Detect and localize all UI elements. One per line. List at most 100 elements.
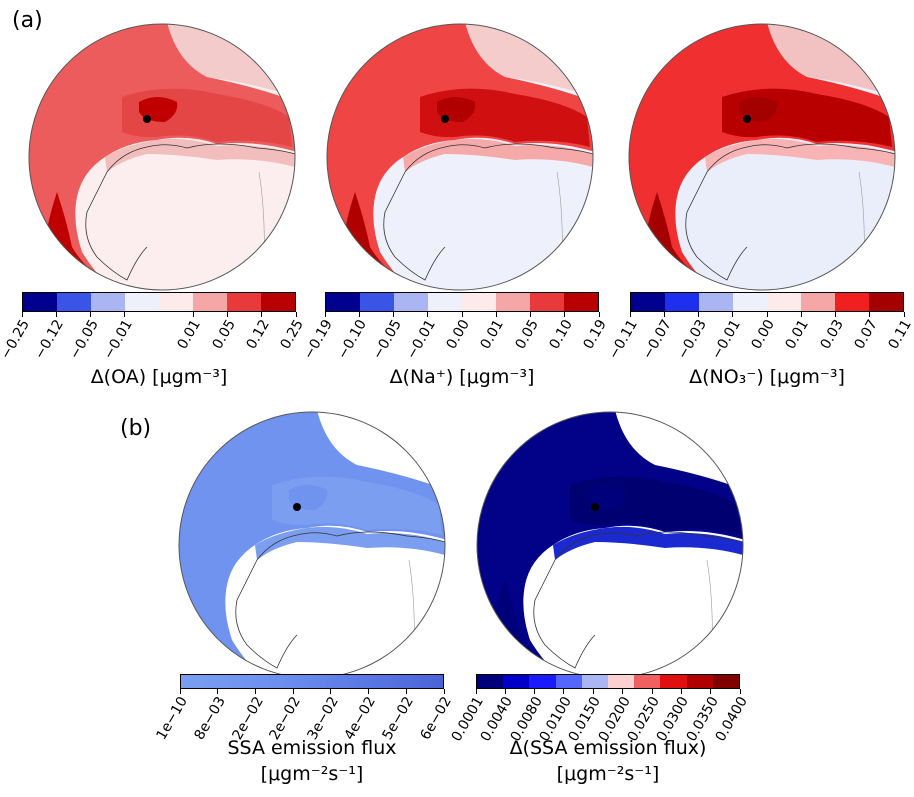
colorbar-na-segment xyxy=(428,293,462,311)
coastline xyxy=(685,143,895,281)
colorbar-no3-tick-label: −0.07 xyxy=(639,317,676,363)
colorbar-ssa-tick-label: 2e−02 xyxy=(229,694,267,743)
colorbar-dssa-tick xyxy=(475,689,477,694)
colorbar-oa-tick-label: −0.05 xyxy=(66,317,102,363)
colorbar-dssa-tick xyxy=(534,689,536,694)
colorbar-no3-tick-label: 0.00 xyxy=(748,317,778,352)
colorbar-dssa-unit: [μgm⁻²s⁻¹] xyxy=(556,763,660,785)
colorbar-no3-segment xyxy=(699,293,733,311)
colorbar-na xyxy=(325,292,599,312)
colorbar-no3-tick xyxy=(629,312,631,317)
colorbar-dssa-tick xyxy=(592,689,594,694)
globe-outline xyxy=(628,23,896,291)
ocean-area xyxy=(477,412,743,678)
ocean-area xyxy=(629,24,895,290)
colorbar-oa-tick-label: −0.12 xyxy=(31,317,68,363)
colorbar-dssa-segment xyxy=(529,675,556,688)
coastline xyxy=(533,531,743,669)
colorbar-dssa-title: Δ(SSA emission flux) xyxy=(509,737,707,759)
colorbar-na-tick xyxy=(564,312,566,317)
colorbar-dssa-tick xyxy=(739,689,741,694)
coastal-band xyxy=(403,138,593,172)
colorbar-dssa-segment xyxy=(660,675,687,688)
colorbar-dssa-segment xyxy=(686,675,713,688)
colorbar-ssa-tick-label: 3e−02 xyxy=(304,694,342,743)
colorbar-no3-title: Δ(NO₃⁻) [μgm⁻³] xyxy=(689,366,845,388)
colorbar-ssa-tick-label: 8e−03 xyxy=(191,694,229,743)
colorbar-ssa-tick xyxy=(255,689,256,694)
colorbar-oa-tick xyxy=(192,312,194,317)
station-marker xyxy=(143,115,151,123)
colorbar-na-segment xyxy=(360,293,394,311)
colorbar-na-tick-label: 0.01 xyxy=(477,317,508,352)
coastal-band xyxy=(553,526,743,560)
colorbar-ssa-tick-label: 2e−02 xyxy=(266,694,305,743)
colorbar-ssa-tick xyxy=(292,689,294,694)
colorbar-dssa-tick xyxy=(680,689,682,694)
colorbar-no3-tick-label: 0.03 xyxy=(816,317,847,352)
ocean-area xyxy=(29,24,295,290)
colorbar-oa-segment xyxy=(23,293,57,311)
colorbar-oa-tick xyxy=(124,312,126,317)
station-marker xyxy=(441,115,449,123)
colorbar-na-segment xyxy=(394,293,428,311)
colorbar-oa-segment xyxy=(91,293,125,311)
colorbar-ssa-unit: [μgm⁻²s⁻¹] xyxy=(260,763,364,785)
colorbar-dssa-segment xyxy=(555,675,582,688)
colorbar-oa-segment xyxy=(193,293,227,311)
colorbar-no3-segment xyxy=(665,293,699,311)
colorbar-no3-tick xyxy=(903,312,905,317)
colorbar-ssa-tick-label: 4e−02 xyxy=(342,694,380,743)
coastline xyxy=(85,143,295,281)
panel-label-a: (a) xyxy=(12,8,43,33)
colorbar-no3-segment xyxy=(835,293,869,311)
colorbar-no3-tick-label: 0.01 xyxy=(782,317,813,352)
colorbar-oa-tick xyxy=(21,312,23,317)
colorbar-oa-tick xyxy=(55,312,57,317)
colorbar-no3-tick xyxy=(835,312,836,317)
colorbar-no3-tick xyxy=(698,312,699,317)
colorbar-ssa-tick xyxy=(443,689,445,694)
colorbar-dssa-segment xyxy=(581,675,609,688)
colorbar-dssa-tick xyxy=(622,689,624,694)
colorbar-oa-tick xyxy=(295,312,297,317)
globe-outline xyxy=(326,23,594,291)
colorbar-no3-ticks: −0.11 −0.07 −0.03 −0.01 0.00 0.01 0.03 0.07 0.11 xyxy=(606,312,914,362)
colorbar-na-tick-label: −0.01 xyxy=(403,317,439,363)
colorbar-ssa-ticks: 1e−10 8e−03 2e−02 2e−02 3e−02 4e−02 5e−02 6e−02 xyxy=(154,689,455,743)
colorbar-oa-tick xyxy=(227,312,228,317)
colorbar-oa-segment xyxy=(125,293,159,311)
colorbar-no3-tick-label: −0.11 xyxy=(605,317,641,363)
colorbar-oa-tick-label: −0.25 xyxy=(0,317,33,363)
colorbar-no3-tick-label: −0.01 xyxy=(708,317,744,363)
colorbar-oa-tick-label: 0.01 xyxy=(174,317,205,352)
colorbar-dssa-tick xyxy=(563,689,565,694)
colorbar-ssa-tick xyxy=(405,689,407,694)
colorbar-na-ticks: −0.19 −0.10 −0.05 −0.01 0.00 0.01 0.05 0.10 0.19 xyxy=(301,312,610,362)
colorbar-no3-tick xyxy=(869,312,871,317)
colorbar-no3-tick-label: 0.07 xyxy=(851,317,881,352)
colorbar-ssa-tick xyxy=(330,689,332,694)
colorbar-no3-tick-label: −0.03 xyxy=(674,317,710,363)
colorbar-oa-tick-label: 0.05 xyxy=(208,317,239,352)
colorbar-no3-tick-label: 0.11 xyxy=(885,317,914,352)
colorbar-dssa-segment xyxy=(477,675,504,688)
colorbar-oa-segment xyxy=(57,293,91,311)
colorbar-ssa-tick xyxy=(217,689,219,694)
station-marker xyxy=(591,503,599,511)
colorbar-na-title: Δ(Na⁺) [μgm⁻³] xyxy=(389,366,535,388)
colorbar-na-tick-label: −0.10 xyxy=(334,317,371,363)
colorbar-no3-tick xyxy=(800,312,802,317)
colorbar-na-tick xyxy=(427,312,429,317)
colorbar-na-tick xyxy=(393,312,394,317)
coastal-band xyxy=(255,526,445,560)
coastline xyxy=(383,143,593,281)
panel-label-b: (b) xyxy=(120,416,152,441)
colorbar-na-tick-label: 0.10 xyxy=(546,317,576,352)
colorbar-ssa-tick-label: 5e−02 xyxy=(379,694,418,743)
colorbar-na-segment xyxy=(496,293,530,311)
colorbar-no3 xyxy=(630,292,904,312)
colorbar-dssa-tick xyxy=(710,689,712,694)
colorbar-na-tick-label: −0.05 xyxy=(369,317,405,363)
colorbar-dssa xyxy=(476,674,740,689)
